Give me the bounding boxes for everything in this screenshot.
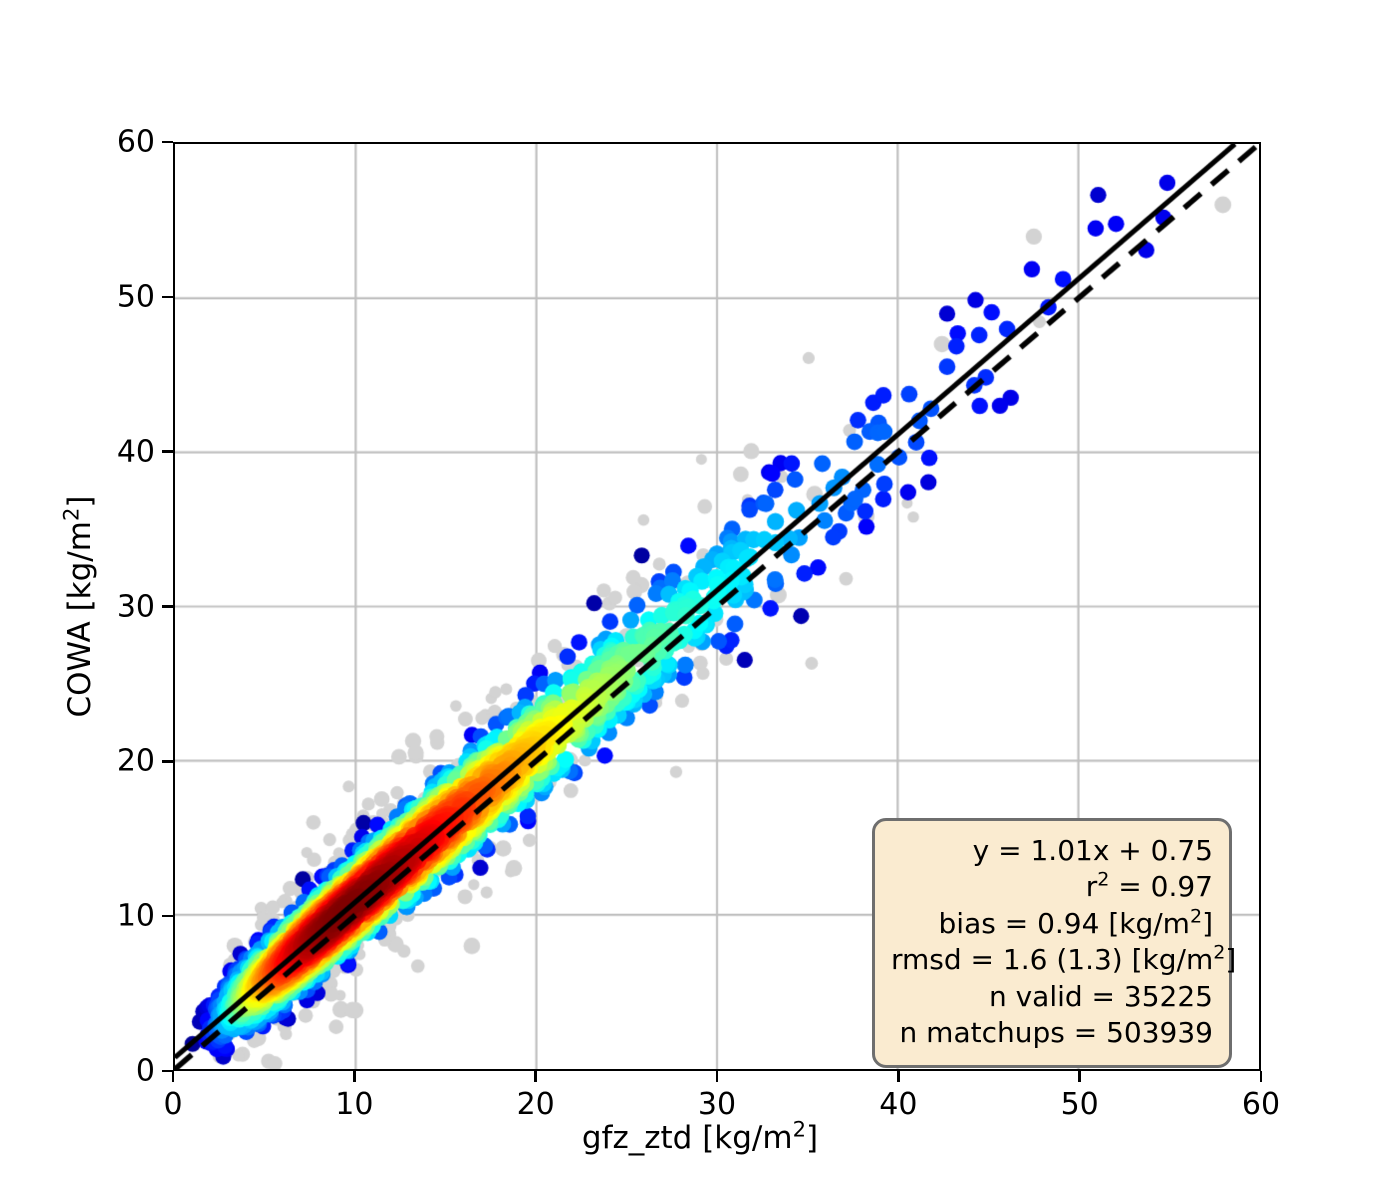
- x-tick-label-10: 10: [335, 1087, 374, 1122]
- stat-rmsd-superscript: 2: [1213, 941, 1226, 964]
- y-tick-label-60: 60: [116, 124, 155, 160]
- y-tick-label-40: 40: [116, 434, 155, 470]
- stat-bias-text: bias = 0.94 [kg/m: [938, 906, 1190, 940]
- y-tick-label-30: 30: [116, 589, 155, 624]
- y-tick-mark-50: [162, 295, 173, 299]
- stat-rmsd-tail: ]: [1225, 943, 1237, 977]
- y-tick-mark-20: [162, 760, 173, 763]
- x-tick-mark-40: [897, 1071, 900, 1082]
- y-tick-mark-10: [162, 914, 173, 918]
- stat-bias-superscript: 2: [1189, 905, 1203, 928]
- x-tick-mark-60: [1259, 1071, 1263, 1082]
- stat-r-squared: r2 = 0.97: [891, 869, 1213, 905]
- x-tick-mark-30: [715, 1071, 719, 1082]
- y-tick-mark-60: [162, 140, 173, 144]
- stat-rmsd: rmsd = 1.6 (1.3) [kg/m2]: [891, 942, 1236, 978]
- x-tick-label-40: 40: [879, 1087, 918, 1122]
- y-axis-label-superscript: 2: [58, 507, 84, 522]
- x-tick-mark-20: [534, 1071, 537, 1082]
- x-tick-mark-50: [1078, 1071, 1081, 1082]
- y-tick-mark-30: [162, 605, 173, 608]
- y-tick-label-10: 10: [116, 898, 155, 934]
- stat-r-squared-symbol: r: [1085, 870, 1098, 904]
- x-axis-label-tail: ]: [806, 1120, 819, 1156]
- stat-rmsd-text: rmsd = 1.6 (1.3) [kg/m: [891, 943, 1214, 977]
- x-tick-label-0: 0: [163, 1087, 183, 1122]
- x-axis-label-text: gfz_ztd [kg/m: [581, 1120, 793, 1156]
- y-tick-label-50: 50: [116, 279, 155, 315]
- x-tick-mark-10: [353, 1071, 356, 1082]
- stat-r-squared-superscript: 2: [1097, 869, 1110, 892]
- y-axis-label: COWA [kg/m2]: [58, 142, 98, 1071]
- x-tick-label-50: 50: [1060, 1087, 1099, 1122]
- stat-bias: bias = 0.94 [kg/m2]: [891, 906, 1213, 942]
- y-tick-label-20: 20: [116, 743, 155, 779]
- y-tick-mark-0: [162, 1069, 173, 1073]
- statistics-box: y = 1.01x + 0.75 r2 = 0.97 bias = 0.94 […: [872, 818, 1236, 1069]
- x-tick-label-20: 20: [516, 1087, 555, 1122]
- x-tick-label-60: 60: [1241, 1087, 1281, 1122]
- y-tick-label-0: 0: [135, 1053, 155, 1089]
- y-axis-label-tail: ]: [62, 495, 98, 508]
- stat-n-valid: n valid = 35225: [988, 979, 1213, 1013]
- y-tick-mark-40: [162, 450, 173, 453]
- stat-n-matchups: n matchups = 503939: [899, 1015, 1213, 1049]
- stat-r-squared-value: = 0.97: [1109, 870, 1213, 904]
- plot-area: [173, 142, 1261, 1071]
- stat-bias-tail: ]: [1202, 906, 1213, 940]
- stat-regression-equation: y = 1.01x + 0.75: [972, 834, 1213, 867]
- x-tick-mark-0: [171, 1071, 175, 1082]
- y-axis-label-text: COWA [kg/m: [62, 521, 98, 718]
- x-axis-label-superscript: 2: [792, 1116, 806, 1142]
- x-tick-label-30: 30: [697, 1087, 737, 1122]
- x-axis-label: gfz_ztd [kg/m2]: [0, 1116, 1400, 1156]
